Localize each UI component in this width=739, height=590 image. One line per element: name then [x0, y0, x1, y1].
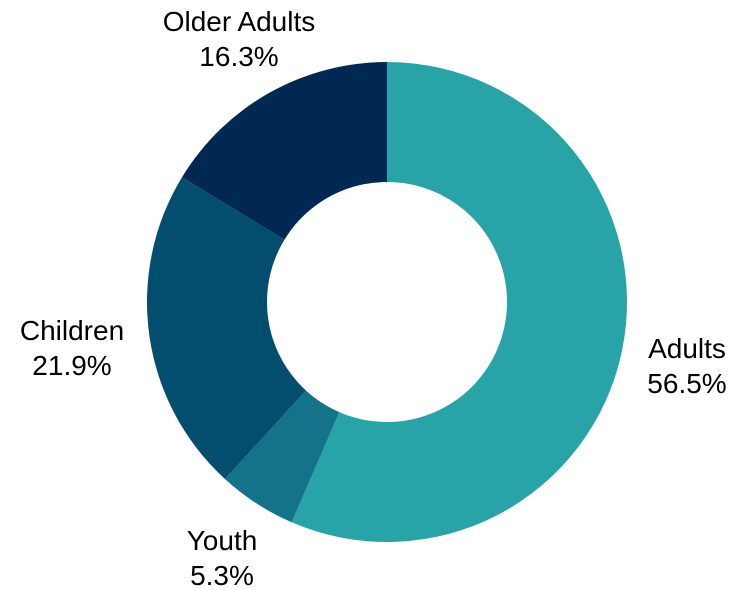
slice-value-older-adults: 16.3% — [199, 41, 278, 72]
slice-children — [146, 177, 387, 480]
slice-value-youth: 5.3% — [190, 560, 254, 590]
slice-label-older-adults: Older Adults — [163, 6, 316, 37]
slice-value-adults: 56.5% — [647, 368, 726, 399]
donut-hole — [267, 182, 507, 422]
slice-label-children: Children — [20, 315, 124, 346]
slice-label-youth: Youth — [187, 525, 258, 556]
slice-label-adults: Adults — [648, 333, 726, 364]
slice-value-children: 21.9% — [32, 350, 111, 381]
